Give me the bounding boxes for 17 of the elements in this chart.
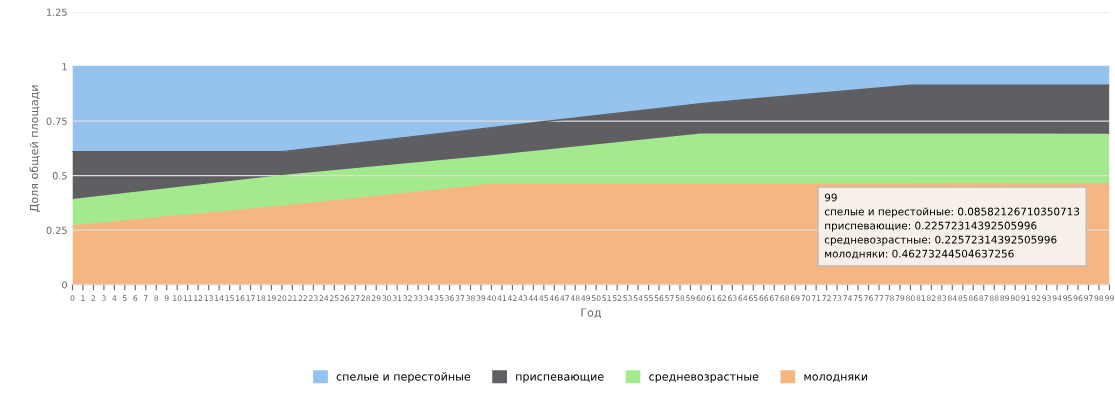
legend-label: молодняки	[804, 374, 868, 383]
annotation: 99	[824, 193, 837, 202]
legend-label: спелые и перестойные	[336, 372, 471, 383]
x-axis-title: Год	[581, 308, 601, 319]
legend-label: средневозрастные	[649, 374, 759, 383]
legend-label: приспевающие	[516, 374, 604, 383]
y-tick-label: 1.25	[47, 8, 67, 16]
annotation: спелые и перестойные: 0.08582126710350713	[824, 207, 1080, 218]
y-tick-label: 0.75	[46, 117, 67, 125]
annotation: приспевающие: 0.22572314392505996	[825, 221, 1037, 232]
y-axis-title: Доля общей площади	[29, 85, 40, 212]
annotation: средневозрастные: 0.22572314392505996	[824, 235, 1057, 246]
y-tick-label: 0	[62, 281, 67, 289]
y-tick-label: 0.25	[46, 226, 67, 235]
y-tick-label: 0.5	[52, 172, 67, 180]
annotation: молодняки: 0.46273244504637256	[825, 249, 1014, 259]
y-tick-label: 1	[62, 63, 67, 71]
